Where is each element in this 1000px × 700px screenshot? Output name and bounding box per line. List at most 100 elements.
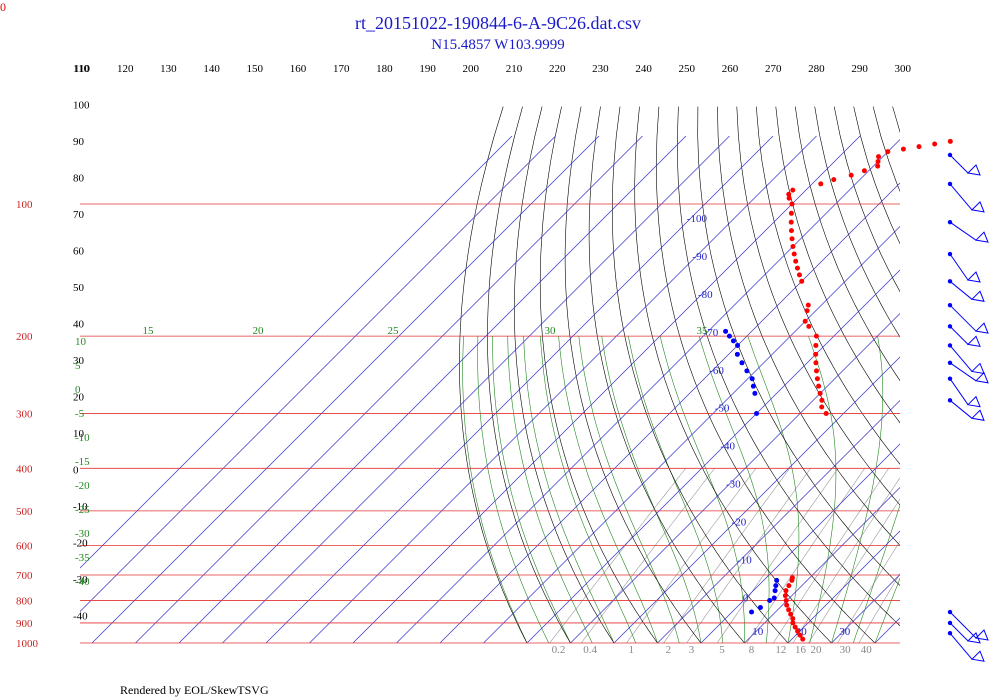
moist-adiabat-line — [477, 336, 550, 643]
mixing-ratio-lines — [549, 468, 900, 643]
isobar-label: 300 — [16, 408, 33, 420]
temperature-point — [788, 228, 794, 234]
temperature-point — [790, 616, 796, 622]
wind-barb-flag — [966, 335, 981, 348]
isotherm-label: -80 — [698, 289, 713, 301]
mixing-ratio-line — [626, 468, 757, 643]
moist-adiabat-label: 30 — [545, 325, 557, 337]
isotherm-line — [352, 135, 861, 643]
dry-adiabat-left-label: 30 — [73, 355, 85, 367]
dry-adiabat-line — [756, 106, 900, 465]
temperature-point — [786, 195, 792, 201]
wind-barb-flag — [974, 629, 989, 641]
isotherm-line — [874, 617, 900, 643]
moist-adiabat-left-label: -10 — [75, 432, 90, 444]
wind-barb-flag — [966, 164, 981, 176]
moist-adiabat-label: 25 — [388, 325, 400, 337]
mixing-ratio-line — [837, 540, 900, 643]
temperature-point — [813, 351, 819, 357]
isotherm-label: 0 — [743, 592, 749, 604]
temperature-point — [788, 611, 794, 617]
isobar-label: 600 — [16, 541, 33, 553]
dry-adiabat-left-label: 50 — [73, 282, 85, 294]
isotherm-line — [744, 487, 900, 643]
temperature-point — [792, 624, 798, 630]
dry-adiabat-line — [611, 106, 789, 643]
dry-adiabat-line — [514, 106, 615, 643]
temperature-point — [783, 588, 789, 594]
isotherm-label: -30 — [726, 479, 741, 491]
moist-adiabat-label: 15 — [143, 325, 155, 337]
wind-barb-staff — [949, 611, 977, 639]
wind-barb-flag — [974, 322, 989, 334]
dry-adiabat-top-label: 110 — [74, 63, 91, 75]
mixing-ratio-label: 1 — [628, 644, 634, 656]
isobar-label: 400 — [16, 463, 33, 475]
temperature-point — [799, 278, 805, 284]
dry-adiabat-line — [634, 106, 832, 643]
temperature-point — [786, 191, 792, 197]
temperature-point — [932, 141, 938, 147]
mixing-ratio-label: 20 — [811, 644, 823, 656]
dry-adiabat-top-label: 300 — [895, 63, 912, 75]
dry-adiabat-left-label: 110 — [73, 63, 90, 75]
dry-adiabat-line — [564, 106, 702, 643]
dewpoint-point — [739, 360, 745, 366]
dry-adiabat-lines — [459, 106, 1000, 653]
wind-barb-staff — [949, 632, 973, 660]
temperature-point — [876, 154, 882, 160]
mixing-ratio-line — [580, 468, 715, 643]
corner-label: 0 — [0, 0, 6, 14]
isotherm-label: -40 — [720, 441, 735, 453]
temperature-point — [823, 410, 829, 416]
isotherm-label: -70 — [704, 327, 719, 339]
moist-adiabat-line — [492, 336, 571, 643]
dry-adiabat-left-label: 60 — [73, 246, 85, 258]
wind-barb-flag — [974, 231, 989, 243]
isobar-lines — [80, 203, 900, 644]
dry-adiabat-top-label: 270 — [765, 63, 782, 75]
grid-labels: 1002003004005006007008009001000-100-90-8… — [16, 63, 912, 656]
temperature-point — [786, 583, 792, 589]
wind-barb-flag — [974, 371, 989, 384]
temperature-point — [802, 318, 808, 324]
temperature-point — [885, 149, 891, 155]
mixing-ratio-line — [549, 468, 686, 643]
temperature-point — [819, 397, 825, 403]
temperature-point — [804, 308, 810, 314]
dewpoint-point — [754, 410, 760, 416]
temperature-point — [784, 602, 790, 608]
temperature-point — [831, 177, 837, 183]
wind-barb-flag — [970, 409, 985, 421]
temperature-point — [806, 323, 812, 329]
isotherm-line — [526, 269, 900, 643]
isotherm-label: -100 — [687, 213, 708, 225]
dry-adiabat-left-label: -10 — [73, 501, 88, 513]
dewpoint-point — [767, 597, 773, 603]
wind-barb-flag — [970, 290, 985, 302]
dry-adiabat-line — [655, 106, 876, 643]
wind-barb-staff — [949, 378, 969, 405]
dry-adiabat-top-label: 210 — [506, 63, 523, 75]
isotherm-line — [91, 135, 600, 643]
temperature-point — [788, 219, 794, 225]
wind-barb-staff — [949, 399, 973, 419]
dry-adiabat-top-label: 160 — [290, 63, 307, 75]
temperature-point — [800, 636, 806, 642]
dry-adiabat-line — [990, 107, 1000, 653]
temperature-point — [947, 138, 953, 144]
temperature-point — [789, 236, 795, 242]
dry-adiabat-left-label: 10 — [73, 428, 85, 440]
dry-adiabat-top-label: 190 — [419, 63, 436, 75]
dry-adiabat-top-label: 150 — [247, 63, 264, 75]
wind-barb-staff — [949, 183, 973, 211]
footer-credit: Rendered by EOL/SkewTSVG — [120, 683, 269, 697]
wind-barb-flag — [966, 632, 981, 644]
temperature-series — [782, 138, 953, 642]
dry-adiabat-left-label: 70 — [73, 209, 85, 221]
wind-barb-staff — [949, 253, 969, 281]
dry-adiabat-top-label: 170 — [333, 63, 350, 75]
dry-adiabat-line — [717, 106, 900, 546]
isotherm-line — [831, 574, 900, 643]
mixing-ratio-label: 0.4 — [583, 644, 597, 656]
